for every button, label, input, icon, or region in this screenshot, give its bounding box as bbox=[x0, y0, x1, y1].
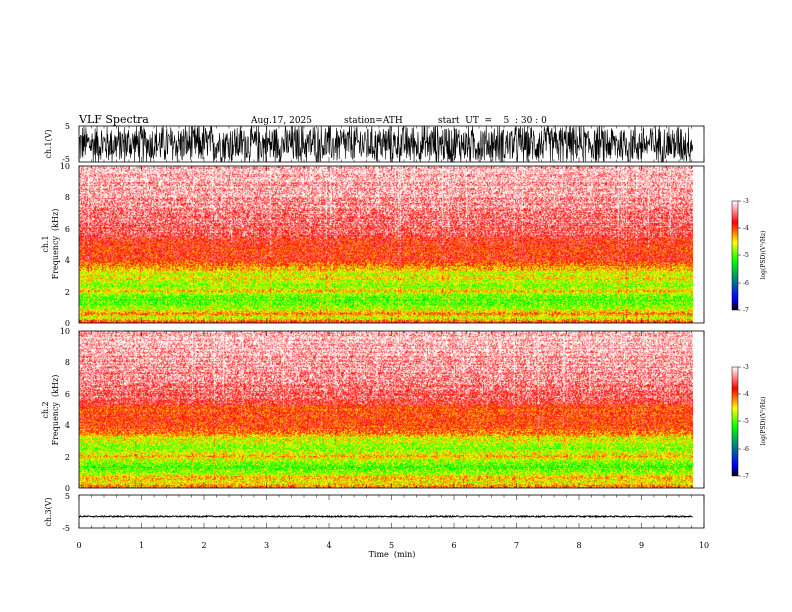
ch2-colorbar-tick-top: -3 bbox=[743, 364, 749, 371]
ch1-colorbar-tick-bottom: -7 bbox=[743, 307, 749, 314]
ch1-colorbar-tick-top: -3 bbox=[743, 198, 749, 205]
ch2-spectrogram-ylabel-frequency: Frequency (kHz) bbox=[51, 375, 60, 446]
x-axis-tick-label: 10 bbox=[699, 541, 709, 550]
figure-title: VLF Spectra bbox=[78, 113, 149, 126]
station-label: station=ATH bbox=[344, 116, 403, 126]
ch2-colorbar: -3 -4 -5 -6 -7 log(PSD)(V²/Hz) bbox=[731, 364, 767, 480]
ch1-spectrogram-panel: 0 2 4 6 8 10 ch.1 Frequency (kHz) bbox=[41, 162, 705, 328]
ch2-colorbar-gradient bbox=[731, 366, 739, 477]
ch1-colorbar-tick-3: -5 bbox=[743, 252, 749, 259]
ch1-freq-tick-8: 8 bbox=[65, 193, 70, 202]
ch1-colorbar-tick-2: -4 bbox=[743, 225, 749, 232]
ch3-waveform-ytick-bottom: -5 bbox=[62, 524, 70, 533]
ch1-waveform-ytick-bottom: -5 bbox=[62, 155, 70, 164]
ch3-waveform-panel: 5 -5 ch.3(V) bbox=[44, 492, 705, 533]
start-time-label: start UT = 5 : 30 : 0 bbox=[438, 116, 547, 126]
ch1-waveform-trace bbox=[78, 125, 694, 163]
x-axis: 0 1 2 3 4 5 6 7 8 9 10 Time (min) bbox=[76, 541, 709, 559]
ch1-waveform-ylabel: ch.1(V) bbox=[44, 129, 53, 158]
ch1-spectrogram-y-ticks: 0 2 4 6 8 10 bbox=[60, 162, 70, 328]
ch3-waveform-x-ticks bbox=[78, 495, 705, 528]
ch2-freq-tick-4: 4 bbox=[65, 421, 70, 430]
ch1-waveform-line bbox=[78, 125, 694, 163]
ch2-colorbar-tick-bottom: -7 bbox=[743, 473, 749, 480]
x-axis-tick-label: 5 bbox=[389, 541, 394, 550]
x-axis-tick-label: 9 bbox=[639, 541, 644, 550]
x-axis-label: Time (min) bbox=[369, 550, 416, 559]
ch1-waveform-ytick-top: 5 bbox=[65, 122, 70, 131]
x-axis-tick-label: 4 bbox=[326, 541, 331, 550]
ch1-waveform-panel: 5 -5 ch.1(V) bbox=[44, 122, 705, 164]
x-axis-tick-label: 7 bbox=[514, 541, 519, 550]
ch2-colorbar-label: log(PSD)(V²/Hz) bbox=[760, 397, 767, 446]
x-axis-tick-labels: 0 1 2 3 4 5 6 7 8 9 10 bbox=[76, 541, 709, 550]
ch1-spectrogram-ylabel-channel: ch.1 bbox=[41, 235, 50, 252]
ch1-freq-tick-0: 0 bbox=[65, 319, 70, 328]
ch2-freq-tick-6: 6 bbox=[65, 390, 70, 399]
ch3-waveform-trace bbox=[78, 514, 693, 519]
ch2-colorbar-tick-4: -6 bbox=[743, 446, 749, 453]
ch1-colorbar-gradient bbox=[731, 200, 739, 311]
ch1-freq-tick-6: 6 bbox=[65, 225, 70, 234]
ch2-freq-tick-2: 2 bbox=[65, 453, 70, 462]
x-axis-tick-label: 2 bbox=[201, 541, 206, 550]
x-axis-tick-label: 3 bbox=[264, 541, 269, 550]
ch1-colorbar-label: log(PSD)(V²/Hz) bbox=[760, 231, 767, 280]
ch2-colorbar-tick-3: -5 bbox=[743, 418, 749, 425]
ch1-colorbar: -3 -4 -5 -6 -7 log(PSD)(V²/Hz) bbox=[731, 198, 767, 314]
date-label: Aug.17, 2025 bbox=[250, 116, 312, 126]
ch1-spectrogram-image bbox=[79, 166, 693, 323]
x-axis-tick-label: 6 bbox=[451, 541, 456, 550]
x-axis-tick-label: 8 bbox=[576, 541, 581, 550]
ch2-freq-tick-0: 0 bbox=[65, 484, 70, 493]
ch2-spectrogram-ylabel-channel: ch.2 bbox=[41, 401, 50, 418]
ch1-freq-tick-2: 2 bbox=[65, 288, 70, 297]
ch1-colorbar-tick-4: -6 bbox=[743, 280, 749, 287]
ch1-spectrogram-x-ticks bbox=[78, 166, 705, 323]
ch3-waveform-line bbox=[78, 514, 693, 519]
ch1-waveform-x-ticks bbox=[78, 126, 705, 162]
ch1-freq-tick-4: 4 bbox=[65, 256, 70, 265]
ch3-waveform-ytick-top: 5 bbox=[65, 492, 70, 501]
ch2-freq-tick-8: 8 bbox=[65, 358, 70, 367]
ch3-waveform-ylabel: ch.3(V) bbox=[44, 497, 53, 526]
ch2-colorbar-tick-2: -4 bbox=[743, 391, 749, 398]
ch2-spectrogram-y-ticks: 0 2 4 6 8 10 bbox=[60, 327, 70, 493]
x-axis-tick-label: 0 bbox=[76, 541, 81, 550]
x-axis-tick-label: 1 bbox=[139, 541, 144, 550]
ch1-freq-tick-10: 10 bbox=[60, 162, 70, 171]
ch2-freq-tick-10: 10 bbox=[60, 327, 70, 336]
ch1-spectrogram-ylabel-frequency: Frequency (kHz) bbox=[51, 209, 60, 280]
ch2-spectrogram-x-ticks bbox=[78, 331, 705, 488]
ch2-spectrogram-image bbox=[79, 331, 693, 488]
ch2-spectrogram-panel: 0 2 4 6 8 10 ch.2 Frequency (kHz) bbox=[41, 327, 705, 493]
